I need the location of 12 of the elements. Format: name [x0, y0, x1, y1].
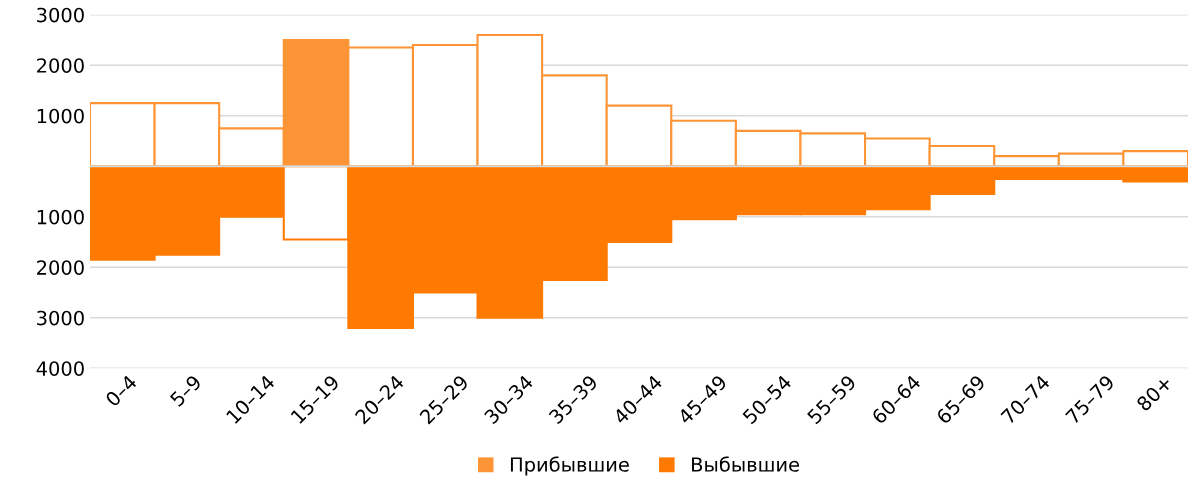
y-tick-label: 2000 — [37, 58, 84, 73]
y-tick-label: 4000 — [36, 361, 84, 376]
y-tick-label: 3000 — [37, 7, 84, 23]
y-tick-label: 1000 — [37, 209, 84, 225]
y-tick-label: 3000 — [37, 310, 84, 326]
x-tick-label: 80+ — [1135, 374, 1173, 412]
y-tick-label: 1000 — [37, 108, 84, 124]
x-tick-label: 0–4 — [104, 374, 138, 408]
y-tick-label: 2000 — [37, 260, 84, 275]
x-tick-label: 5–9 — [169, 374, 203, 408]
legend-label: Прибывшие — [510, 456, 629, 476]
legend-label: Выбывшие — [692, 456, 799, 472]
